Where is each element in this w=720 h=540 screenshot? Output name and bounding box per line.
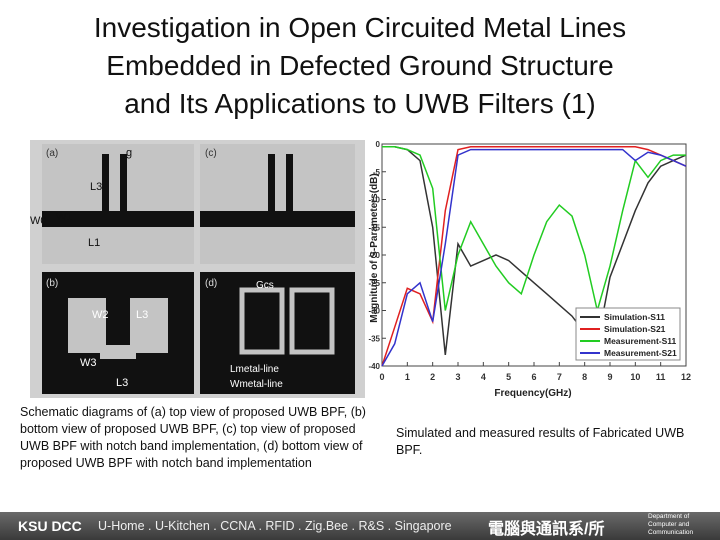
footer: KSU DCC U-Home . U-Kitchen . CCNA . RFID… xyxy=(0,512,720,540)
panel xyxy=(42,144,194,264)
schematic: (a) (c) (b) (d) g L3 W0 W1 L1 W2 L3 W3 L… xyxy=(30,140,365,398)
label: W0 xyxy=(30,215,47,227)
x-tick-label: 4 xyxy=(481,372,486,382)
x-tick-label: 3 xyxy=(455,372,460,382)
legend-label: Simulation-S11 xyxy=(604,312,665,322)
label: (a) xyxy=(46,148,58,159)
x-tick-label: 8 xyxy=(582,372,587,382)
footer-dept-en: Department of Computer and Communication xyxy=(648,513,694,536)
x-axis-label: Frequency(GHz) xyxy=(494,388,571,399)
label: L1 xyxy=(88,237,100,249)
slot xyxy=(100,345,136,359)
title-line: Investigation in Open Circuited Metal Li… xyxy=(93,12,627,43)
y-tick-label: -25 xyxy=(368,279,380,288)
caption-left: Schematic diagrams of (a) top view of pr… xyxy=(20,405,366,470)
label: (b) xyxy=(46,278,58,289)
x-tick-label: 11 xyxy=(656,372,666,382)
strip xyxy=(268,154,275,214)
x-tick-label: 7 xyxy=(557,372,562,382)
y-tick-label: -40 xyxy=(368,362,380,371)
y-tick-label: -5 xyxy=(373,168,381,177)
strip xyxy=(102,154,109,214)
x-tick-label: 2 xyxy=(430,372,435,382)
y-tick-label: -15 xyxy=(368,223,380,232)
label: (c) xyxy=(205,148,217,159)
y-tick-label: -10 xyxy=(368,196,380,205)
label: L3 xyxy=(90,181,102,193)
chart-bg xyxy=(368,138,692,402)
chart: Magnitude of S-Parameters(dB) Frequency(… xyxy=(368,138,692,402)
x-tick-label: 10 xyxy=(630,372,640,382)
strip xyxy=(120,154,127,214)
title-line: and Its Applications to UWB Filters (1) xyxy=(124,88,596,119)
y-tick-label: -35 xyxy=(368,334,380,343)
x-tick-label: 9 xyxy=(607,372,612,382)
x-tick-label: 1 xyxy=(405,372,410,382)
footer-logo: KSU DCC xyxy=(18,518,82,534)
x-tick-label: 5 xyxy=(506,372,511,382)
strip xyxy=(200,211,355,227)
title-line: Embedded in Defected Ground Structure xyxy=(106,50,614,81)
slot xyxy=(130,298,168,353)
x-tick-label: 12 xyxy=(681,372,691,382)
x-tick-label: 6 xyxy=(531,372,536,382)
footer-dept-cn: 電腦與通訊系/所 xyxy=(488,521,605,538)
panel xyxy=(200,144,355,264)
label: W3 xyxy=(80,357,97,369)
label: L3 xyxy=(116,377,128,389)
strip xyxy=(42,211,194,227)
footer-tagline: U-Home . U-Kitchen . CCNA . RFID . Zig.B… xyxy=(98,519,452,533)
y-axis-label: Magnitude of S-Parameters(dB) xyxy=(369,173,380,322)
x-tick-label: 0 xyxy=(379,372,384,382)
strip xyxy=(286,154,293,214)
caption-right: Simulated and measured results of Fabric… xyxy=(396,426,685,457)
slot xyxy=(68,298,106,353)
label: (d) xyxy=(205,278,217,289)
y-tick-label: 0 xyxy=(376,140,381,149)
legend-label: Measurement-S11 xyxy=(604,336,677,346)
label: L3 xyxy=(136,309,148,321)
panel xyxy=(42,272,194,394)
series-line xyxy=(382,146,687,355)
label: W2 xyxy=(92,309,109,321)
label: Lmetal-line xyxy=(230,364,279,375)
legend-label: Simulation-S21 xyxy=(604,324,666,334)
label: Wmetal-line xyxy=(230,379,283,390)
label: g xyxy=(126,147,132,159)
series-line xyxy=(381,148,687,367)
y-tick-label: -20 xyxy=(368,251,380,260)
legend-label: Measurement-S21 xyxy=(604,348,677,358)
label: Gcs xyxy=(256,280,274,291)
y-tick-label: -30 xyxy=(368,307,380,316)
slot xyxy=(239,287,285,355)
slot xyxy=(289,287,335,355)
label: W1 xyxy=(56,211,73,223)
